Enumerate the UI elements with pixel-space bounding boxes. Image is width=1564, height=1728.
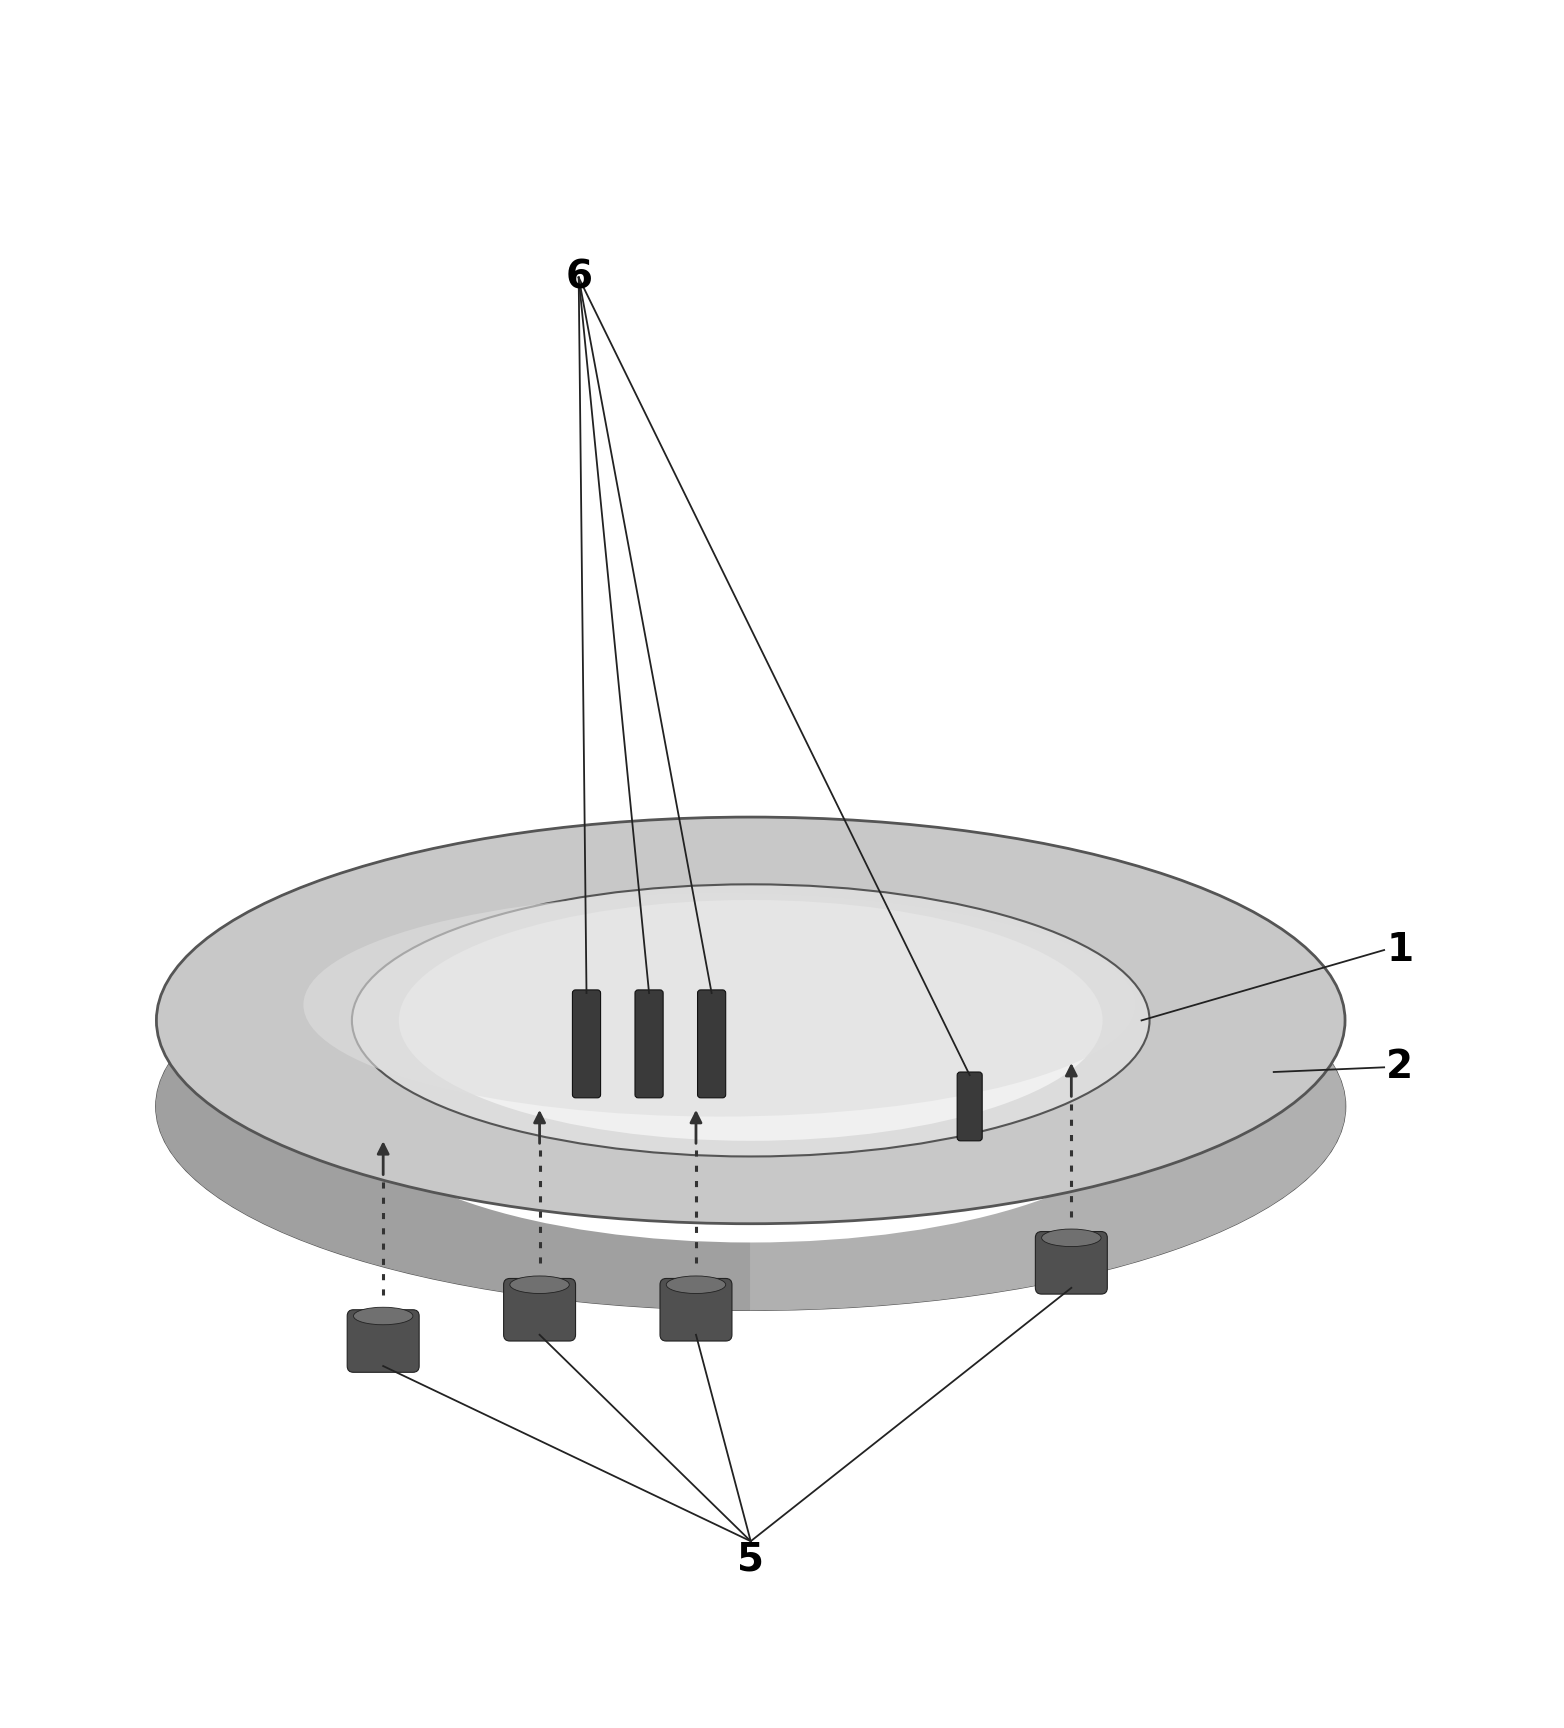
Polygon shape xyxy=(156,817,751,1310)
FancyBboxPatch shape xyxy=(572,990,601,1097)
Ellipse shape xyxy=(1042,1229,1101,1246)
Ellipse shape xyxy=(353,1308,413,1325)
FancyBboxPatch shape xyxy=(698,990,726,1097)
FancyBboxPatch shape xyxy=(347,1310,419,1372)
Text: 1: 1 xyxy=(1386,931,1414,969)
FancyBboxPatch shape xyxy=(635,990,663,1097)
Text: 5: 5 xyxy=(737,1541,765,1579)
Text: 6: 6 xyxy=(565,259,593,297)
Ellipse shape xyxy=(303,893,1135,1116)
FancyBboxPatch shape xyxy=(660,1279,732,1341)
Polygon shape xyxy=(751,817,1345,1310)
Ellipse shape xyxy=(666,1275,726,1294)
Ellipse shape xyxy=(352,885,1150,1156)
FancyBboxPatch shape xyxy=(504,1279,576,1341)
Ellipse shape xyxy=(156,817,1345,1223)
Ellipse shape xyxy=(156,904,1345,1310)
Text: 2: 2 xyxy=(1386,1049,1414,1087)
Ellipse shape xyxy=(399,900,1103,1140)
Ellipse shape xyxy=(352,971,1150,1242)
Ellipse shape xyxy=(510,1275,569,1294)
FancyBboxPatch shape xyxy=(957,1071,982,1140)
FancyBboxPatch shape xyxy=(1035,1232,1107,1294)
